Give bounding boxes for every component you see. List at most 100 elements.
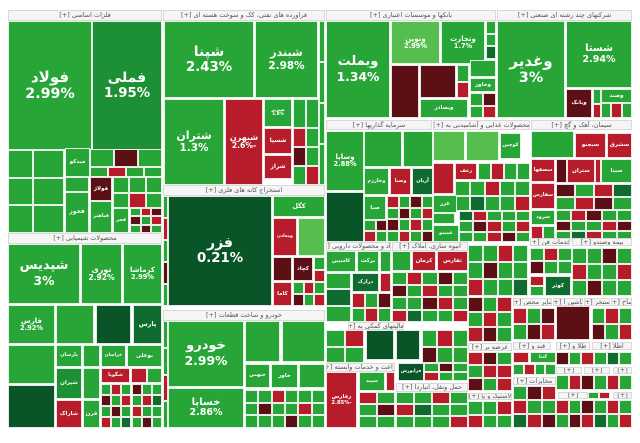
stock-tile-small[interactable] [486,46,496,59]
stock-tile-small[interactable] [478,163,491,180]
stock-tile[interactable]: ومعادن [273,218,297,256]
stock-tile-small[interactable] [575,197,594,210]
stock-tile-small[interactable] [606,414,620,428]
stock-tile-small[interactable] [606,400,620,414]
stock-tile-small[interactable] [517,163,530,180]
sector-header[interactable]: سرمایه گذاریها [+] [326,120,432,130]
stock-tile-small[interactable] [527,386,542,400]
stock-tile-small[interactable] [575,184,594,197]
stock-tile-small[interactable] [594,197,613,210]
stock-tile-small[interactable] [141,406,152,417]
stock-tile-small[interactable] [326,273,351,290]
stock-tile[interactable]: خبهمن [245,364,270,388]
stock-tile-small[interactable] [482,365,498,378]
stock-tile-small[interactable] [617,280,632,296]
sector-header[interactable]: [+] [584,367,610,374]
stock-tile-small[interactable] [515,221,530,232]
stock-tile[interactable]: خودرو 2.99% [168,321,244,387]
stock-tile-small[interactable] [556,220,572,232]
stock-tile-small[interactable] [438,372,454,381]
stock-tile-small[interactable] [163,347,168,375]
stock-tile-small[interactable] [619,414,632,428]
stock-tile-small[interactable] [450,404,468,416]
stock-tile-small[interactable] [468,312,483,327]
stock-tile-small[interactable] [617,264,632,280]
stock-tile-small[interactable] [352,307,365,322]
stock-tile-small[interactable] [452,272,468,285]
stock-tile-small[interactable] [140,224,152,233]
stock-tile-small[interactable] [470,181,485,196]
stock-tile[interactable]: قرن [83,400,100,428]
stock-tile-small[interactable] [101,417,112,428]
stock-tile-small[interactable] [392,272,408,285]
stock-tile-small[interactable] [432,392,450,404]
stock-tile-small[interactable] [497,414,512,428]
stock-tile[interactable]: وساپا 2.88% [326,131,364,191]
stock-tile-small[interactable] [163,401,168,428]
stock-tile-small[interactable] [459,231,474,242]
stock-tile-small[interactable] [151,406,162,417]
stock-tile-small[interactable] [111,406,122,417]
stock-tile[interactable]: شاراک [56,400,82,428]
stock-tile[interactable]: سبجنو [575,133,606,158]
stock-tile[interactable]: کرماشا 2.99% [123,244,162,304]
stock-tile-small[interactable] [556,197,575,210]
stock-tile[interactable] [466,131,499,161]
stock-tile-small[interactable] [130,224,141,233]
stock-tile-small[interactable] [483,245,498,262]
stock-tile-small[interactable] [515,181,530,196]
stock-tile[interactable] [420,65,456,98]
stock-tile-small[interactable] [500,181,515,196]
stock-tile[interactable]: شبهرن -2.6% [225,99,263,185]
stock-tile[interactable]: فجر [113,208,129,233]
stock-tile-small[interactable] [422,309,438,322]
stock-tile[interactable]: وصنا [390,168,411,195]
stock-tile-small[interactable] [616,220,632,232]
stock-tile-small[interactable] [414,416,432,428]
stock-tile[interactable]: شراز [264,155,292,179]
stock-tile-small[interactable] [364,231,376,242]
stock-tile-small[interactable] [617,248,632,264]
stock-tile-small[interactable] [515,211,530,222]
stock-tile-small[interactable] [377,416,395,428]
stock-tile-small[interactable] [601,103,612,118]
stock-tile-small[interactable] [8,177,33,206]
stock-tile-small[interactable] [414,392,432,404]
stock-tile-small[interactable] [541,414,556,428]
stock-tile-small[interactable] [619,352,632,365]
stock-tile[interactable]: شگویا [101,368,130,383]
stock-tile-small[interactable] [487,221,502,232]
stock-tile-small[interactable] [513,324,527,340]
stock-tile-small[interactable] [593,103,601,118]
stock-tile[interactable]: فباهنر [90,201,112,233]
stock-tile[interactable]: گتنا [530,352,556,363]
stock-tile[interactable] [83,345,100,367]
stock-tile-small[interactable] [558,248,572,261]
stock-tile-small[interactable] [146,368,162,383]
stock-tile-small[interactable] [129,177,146,193]
sector-header[interactable]: فلزات اساسی [+] [8,10,162,21]
stock-tile-small[interactable] [515,196,530,211]
sector-header[interactable]: استخراج کانه های فلزی [+] [163,185,325,196]
stock-tile-small[interactable] [501,221,516,232]
stock-tile-small[interactable] [298,415,312,428]
stock-tile[interactable] [273,257,292,281]
stock-tile[interactable]: شتران 1.3% [164,99,224,185]
stock-tile-small[interactable] [468,378,483,391]
stock-tile-small[interactable] [558,261,572,274]
stock-tile-small[interactable] [541,386,556,400]
stock-tile-small[interactable] [33,150,64,178]
stock-tile-small[interactable] [544,248,558,261]
stock-tile[interactable]: شبریز 1.8% [264,99,292,127]
stock-tile-small[interactable] [377,392,395,404]
stock-tile-small[interactable] [581,414,594,428]
sector-header[interactable]: فعالیتهای کمکی به [+] [348,322,404,330]
stock-tile[interactable] [386,372,395,391]
stock-tile-small[interactable] [545,364,556,375]
stock-tile-small[interactable] [483,279,498,296]
sector-header[interactable]: ساخ [+] [611,298,632,306]
stock-tile-small[interactable] [345,330,364,347]
stock-tile[interactable]: زفارس -2.85% [326,372,357,428]
stock-tile-small[interactable] [410,207,422,219]
stock-tile-small[interactable] [572,248,587,264]
